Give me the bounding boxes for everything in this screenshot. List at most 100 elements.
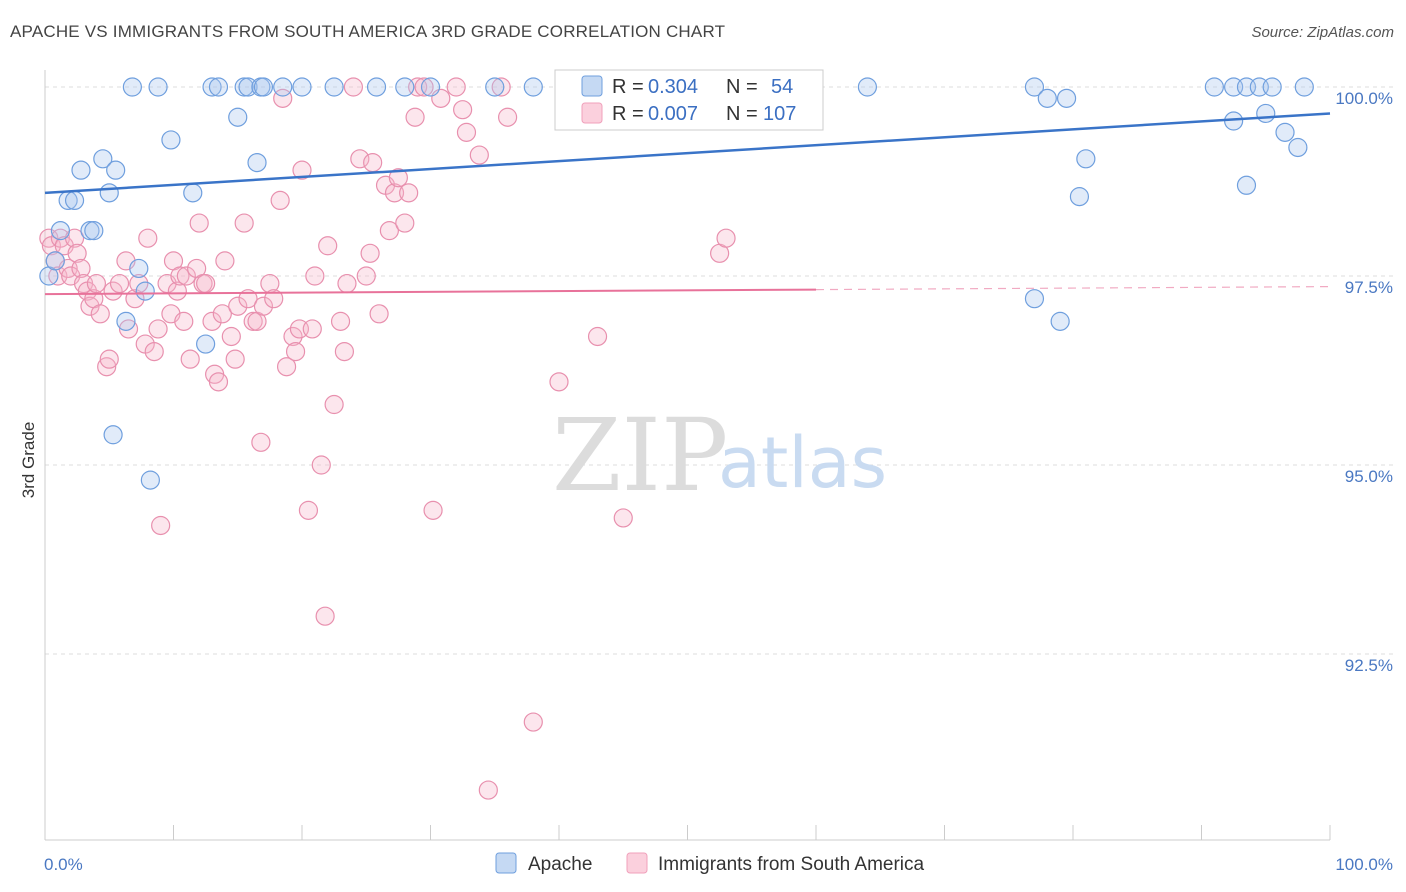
immigrants-point-79 <box>363 153 383 173</box>
immigrants-point-102 <box>613 508 633 528</box>
immigrants-point-101 <box>587 326 608 347</box>
bottom-legend: Apache Immigrants from South America <box>495 852 925 875</box>
immigrants-point-62 <box>285 342 306 362</box>
immigrants-point-48 <box>225 349 245 369</box>
apache-point-28 <box>253 77 274 97</box>
trend-line-apache <box>44 112 1331 195</box>
immigrants-point-100 <box>549 372 569 392</box>
immigrants-point-36 <box>176 266 196 286</box>
source-label: Source: ZipAtlas.com <box>1251 24 1394 41</box>
apache-point-9 <box>99 183 119 203</box>
immigrants-point-83 <box>384 183 405 203</box>
apache-point-51 <box>1294 77 1314 97</box>
apache-point-34 <box>420 77 441 97</box>
correlation-legend: R = 0.304 N = 54 R = 0.007 N = 107 <box>554 69 824 131</box>
immigrants-point-50 <box>234 213 254 233</box>
apache-point-31 <box>324 77 344 97</box>
apache-point-13 <box>129 258 149 279</box>
immigrants-point-71 <box>324 394 344 415</box>
immigrants-point-49 <box>228 296 248 316</box>
apache-point-22 <box>208 77 229 97</box>
x-tick-label-0: 0.0% <box>44 855 83 874</box>
immigrants-point-68 <box>311 455 331 475</box>
immigrants-point-73 <box>334 342 355 362</box>
immigrants-point-75 <box>343 77 363 97</box>
immigrants-point-42 <box>202 311 222 331</box>
immigrants-point-92 <box>446 77 466 97</box>
trend-line-immigrants <box>44 288 817 296</box>
legend-swatch-immigrants <box>581 102 603 124</box>
legend-swatch-apache <box>581 75 603 97</box>
legend-r-label-immigrants: R = <box>612 103 644 125</box>
immigrants-point-37 <box>180 349 200 369</box>
immigrants-point-19 <box>103 281 123 301</box>
apache-point-35 <box>485 77 505 97</box>
immigrants-point-22 <box>118 319 139 339</box>
apache-point-55 <box>1275 122 1295 142</box>
immigrants-point-61 <box>283 326 303 347</box>
apache-point-20 <box>196 334 216 354</box>
legend-n-value-immigrants: 107 <box>763 103 796 125</box>
immigrants-point-39 <box>189 213 209 233</box>
immigrants-point-99 <box>523 712 543 732</box>
apache-point-17 <box>148 77 168 97</box>
legend-n-value-apache: 54 <box>771 76 793 98</box>
immigrants-point-59 <box>273 88 293 108</box>
axes <box>44 70 1331 841</box>
legend-r-value-apache: 0.304 <box>648 76 698 98</box>
apache-point-21 <box>202 77 222 97</box>
immigrants-point-70 <box>318 236 338 256</box>
immigrants-point-58 <box>270 190 290 210</box>
immigrants-point-60 <box>276 357 297 377</box>
apache-point-53 <box>1236 175 1257 195</box>
immigrants-point-55 <box>253 296 274 316</box>
immigrants-point-34 <box>170 266 190 286</box>
immigrants-point-46 <box>215 251 235 271</box>
legend-n-label-immigrants: N = <box>726 103 758 125</box>
apache-point-18 <box>161 130 181 150</box>
immigrants-point-45 <box>212 304 232 324</box>
immigrants-point-87 <box>405 107 425 127</box>
immigrants-point-57 <box>264 289 284 309</box>
immigrants-point-94 <box>456 122 477 142</box>
y-tick-labels: 100.0% 97.5% 95.0% 92.5% <box>1335 89 1393 675</box>
apache-point-15 <box>140 470 160 490</box>
immigrants-point-47 <box>221 326 241 347</box>
immigrants-point-95 <box>469 145 489 165</box>
apache-point-41 <box>1056 88 1077 108</box>
apache-point-38 <box>857 77 878 97</box>
immigrants-point-33 <box>167 281 187 301</box>
y-tick-label-3: 92.5% <box>1345 656 1393 675</box>
apache-point-33 <box>395 77 415 97</box>
grid-lines <box>45 86 1395 655</box>
bottom-legend-swatch-apache <box>495 852 517 874</box>
series-apache-points <box>39 77 1314 490</box>
apache-point-4 <box>64 190 85 210</box>
immigrants-point-84 <box>388 168 408 188</box>
immigrants-point-28 <box>148 319 168 339</box>
y-axis-label: 3rd Grade <box>19 422 38 499</box>
immigrants-point-24 <box>129 273 149 294</box>
watermark-zip: ZIP <box>552 397 728 514</box>
bottom-legend-immigrants: Immigrants from South America <box>658 854 925 875</box>
apache-point-36 <box>523 77 543 97</box>
legend-r-value-immigrants: 0.007 <box>648 103 698 125</box>
apache-point-43 <box>1069 187 1090 207</box>
immigrants-point-93 <box>453 100 473 120</box>
apache-point-11 <box>103 425 123 445</box>
immigrants-point-65 <box>298 500 319 520</box>
immigrants-point-26 <box>138 228 158 248</box>
apache-point-12 <box>116 311 136 331</box>
immigrants-point-9 <box>67 243 87 263</box>
immigrants-point-18 <box>99 349 119 369</box>
apache-point-45 <box>1050 311 1070 331</box>
apache-point-8 <box>93 149 113 169</box>
apache-point-26 <box>247 153 267 173</box>
immigrants-point-80 <box>369 304 389 324</box>
immigrants-point-54 <box>251 432 271 452</box>
immigrants-point-20 <box>109 273 130 294</box>
watermark-atlas: atlas <box>718 422 887 504</box>
immigrants-point-10 <box>71 258 91 279</box>
y-tick-label-2: 95.0% <box>1345 467 1393 486</box>
